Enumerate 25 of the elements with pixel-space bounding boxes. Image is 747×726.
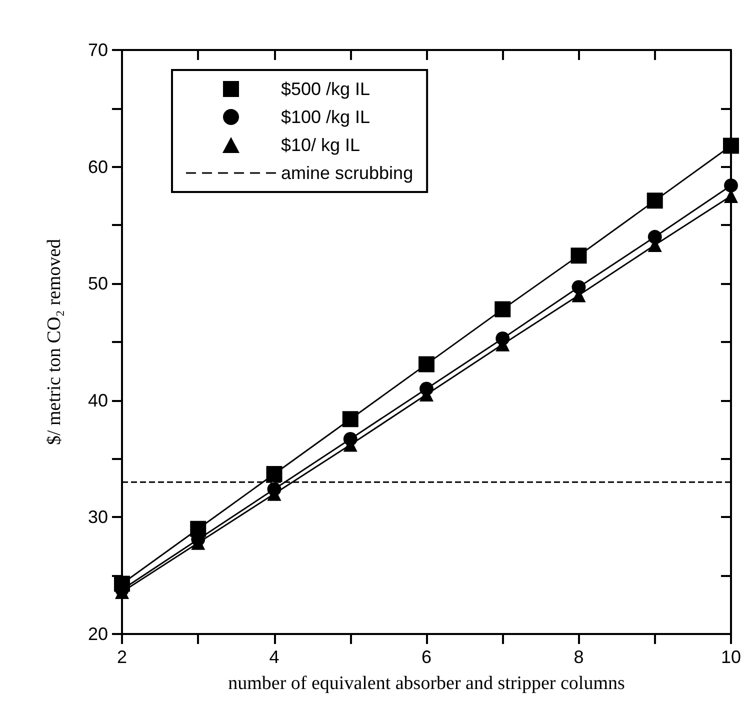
point [494, 301, 511, 318]
x-tick-label: 6 [421, 647, 432, 667]
y-tick-label: 50 [88, 274, 108, 294]
y-tick-label: 20 [88, 624, 108, 644]
point [646, 192, 663, 209]
legend-label: $10/ kg IL [281, 135, 360, 155]
point [266, 466, 282, 482]
x-tick-label: 2 [116, 647, 128, 667]
y-tick-label: 40 [88, 390, 108, 410]
x-tick-label: 8 [574, 647, 584, 667]
y-axis-title: $/ metric ton CO₂ removed [44, 238, 65, 446]
x-axis-title: number of equivalent absorber and stripper columns [228, 673, 625, 694]
point [570, 248, 587, 264]
y-tick-label: 60 [88, 156, 108, 177]
x-tick-label: 10 [720, 647, 742, 667]
point [418, 356, 434, 372]
point [342, 411, 358, 428]
point [723, 138, 739, 154]
point [724, 178, 738, 192]
y-tick-label: 30 [88, 507, 108, 528]
x-tick-label: 4 [269, 647, 280, 667]
legend-label: $500 /kg IL [281, 79, 370, 99]
legend-label: amine scrubbing [281, 163, 414, 183]
legend-label: $100 /kg IL [281, 107, 370, 127]
y-tick-label: 70 [88, 40, 108, 60]
